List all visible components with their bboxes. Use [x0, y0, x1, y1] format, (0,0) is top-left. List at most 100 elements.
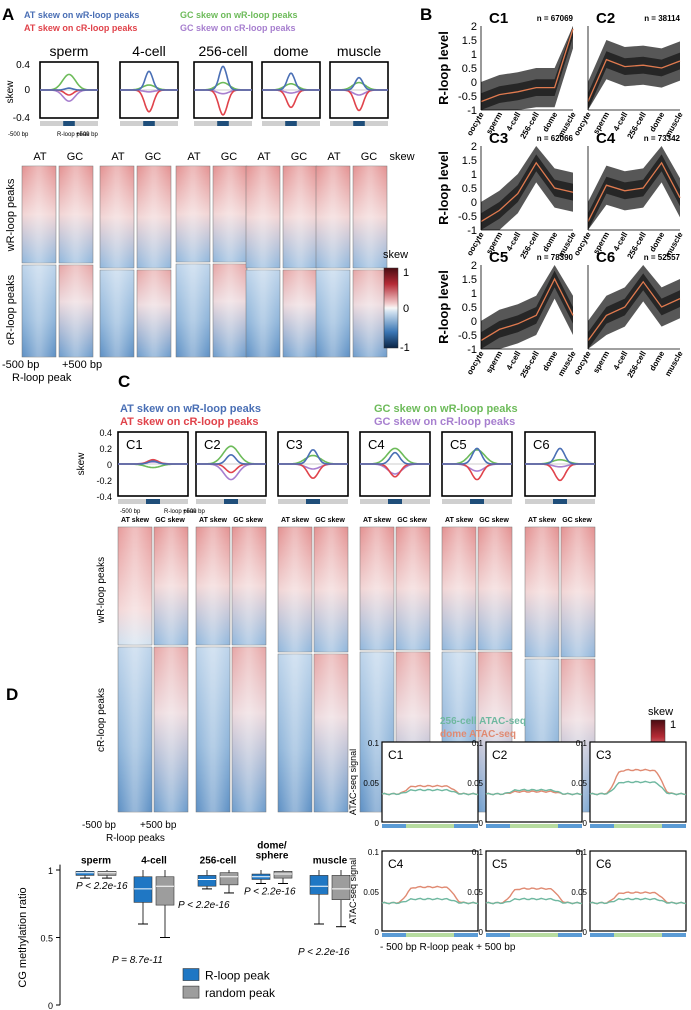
- row-label-w-c: wR-loop peaks: [96, 557, 107, 624]
- xtick-b-2-4: dome: [541, 230, 560, 253]
- heatmap-c-gc-w-1-center: [232, 527, 266, 645]
- stage-label-0: sperm: [50, 43, 89, 59]
- atac-line-256-C4: [381, 897, 479, 905]
- box-d-n-2: [219, 872, 239, 886]
- legend-gc-w: GC skew on wR-loop peaks: [180, 10, 298, 20]
- legend-d-r: R-loop peak: [205, 969, 271, 983]
- atac-bar-left-C6: [590, 933, 614, 937]
- ytick-b-2-6: -1: [467, 225, 477, 237]
- heatmap-a-at-w-0-center: [22, 166, 56, 263]
- heatmap-c-gc-c-1-center: [232, 647, 266, 812]
- heatmap-c-gc-w-0-center: [154, 527, 188, 645]
- pval-d-3: P < 2.2e-16: [244, 886, 296, 897]
- atac-bar-left-C1: [382, 824, 406, 828]
- heatmap-a-gc-c-3-center: [283, 270, 317, 357]
- cluster-median-C6: [587, 280, 681, 341]
- panel-c-title-C1: C1: [126, 437, 143, 452]
- cluster-title-C6: C6: [596, 249, 615, 266]
- atac-bar-left-C2: [486, 824, 510, 828]
- legend-at-w: AT skew on wR-loop peaks: [24, 10, 139, 20]
- xlabel-c-left: -500 bp: [82, 820, 116, 831]
- atac-bar-right-C1: [454, 824, 478, 828]
- ytick-b-4-6: -1: [467, 344, 477, 356]
- panel-c-profile-C4-peak-center: [388, 499, 402, 504]
- heatmap-c-gc-w-3-center: [396, 527, 430, 650]
- cluster-n-C5: n = 78390: [537, 253, 574, 262]
- panel-c-profile-C3-peak-center: [306, 499, 320, 504]
- legend-c-at-c: AT skew on cR-loop peaks: [120, 416, 259, 428]
- atac-xlabel: - 500 bp R-loop peak + 500 bp: [380, 942, 516, 953]
- heatmap-a-at-w-4-center: [316, 166, 350, 268]
- col-label-skew-a: skew: [389, 151, 414, 163]
- xtick-c-left: -500 bp: [120, 509, 141, 515]
- group-d-label-4-0: muscle: [313, 855, 348, 866]
- heatmap-c-at-w-2-center: [278, 527, 312, 652]
- atac-frame-C1: [381, 741, 479, 823]
- xlabel-a-left: -500 bp: [2, 359, 39, 371]
- ytick-b-0-5: -0.5: [458, 91, 477, 103]
- panel-a-profile-4-peak-center: [353, 121, 365, 126]
- ytick-d-1: 0.5: [40, 934, 53, 944]
- cluster-core-C5: [481, 270, 573, 349]
- cluster-core-C1: [481, 26, 573, 110]
- pval-d-2: P < 2.2e-16: [178, 900, 230, 911]
- col-c-gc-3: GC skew: [397, 517, 427, 524]
- panel-a-profile-0-peak-center: [63, 121, 75, 126]
- colorbar-a: [383, 267, 399, 349]
- heatmap-a-at-c-2-center: [176, 264, 210, 357]
- atac-title-C6: C6: [596, 857, 612, 871]
- heatmap-a-gc-w-2-center: [213, 166, 247, 262]
- cluster-n-C3: n = 62066: [537, 134, 574, 143]
- atac-title-C5: C5: [492, 857, 508, 871]
- ytick-b-0-3: 0.5: [462, 63, 477, 75]
- atac-plot-C1: C1 0.1 0.05 0 ATAC-seq signal: [348, 739, 479, 828]
- atac-plot-C3: C3 0.1 0.05 0: [571, 739, 687, 828]
- heatmap-a-gc-c-1-center: [137, 270, 171, 357]
- panel-c-profile-C6-peak-center: [553, 499, 567, 504]
- col-c-at-4: AT skew: [445, 517, 473, 524]
- cluster-band-C6: [588, 265, 680, 349]
- atac-frame-C5: [485, 850, 583, 932]
- panel-label-b: B: [420, 5, 432, 24]
- atac-frame-C2: [485, 741, 583, 823]
- atac-ytick-C2-2: 0: [479, 819, 484, 828]
- xtick-c-mid: R-loop peak: [164, 509, 197, 515]
- box-d-n-0: [97, 871, 117, 876]
- col-c-at-1: AT skew: [199, 517, 227, 524]
- atac-ytick-C2-1: 0.05: [467, 779, 483, 788]
- heatmap-c-at-w-3-center: [360, 527, 394, 650]
- cluster-title-C5: C5: [489, 249, 508, 266]
- panel-a-profile-2-peak-center: [217, 121, 229, 126]
- panel-c-profile-C5-peak-center: [470, 499, 484, 504]
- panel-c-profile-C2-curve-at-w: [196, 453, 266, 465]
- atac-bar-mid-C3: [614, 824, 662, 828]
- heatmap-a-at-c-3-center: [246, 270, 280, 357]
- ytick-b-2-4: 0: [471, 197, 477, 209]
- heatmap-a-gc-w-0-center: [59, 166, 93, 263]
- xtick-b-1-4: dome: [648, 110, 667, 133]
- xlabel-c-right: +500 bp: [140, 820, 177, 831]
- heatmap-a-at-c-4-center: [316, 270, 350, 357]
- cluster-title-C3: C3: [489, 130, 508, 147]
- legend-at-c: AT skew on cR-loop peaks: [24, 23, 137, 33]
- ytick-b-4-0: 2: [471, 260, 477, 272]
- ytick-b-0-6: -1: [467, 105, 477, 117]
- atac-bar-mid-C5: [510, 933, 558, 937]
- atac-plot-C2: C2 0.1 0.05 0: [467, 739, 583, 828]
- heatmap-a-at-c-0-center: [22, 265, 56, 357]
- legend-c-gc-w: GC skew on wR-loop peaks: [374, 403, 518, 415]
- ytick-b-0-2: 1: [471, 49, 477, 61]
- colorbar-c-title: skew: [648, 706, 673, 718]
- atac-ytick-C1-2: 0: [375, 819, 380, 828]
- ylabel-b-0: R-loop level: [436, 31, 451, 105]
- cluster-median-C5: [480, 277, 574, 342]
- col-c-gc-5: GC skew: [562, 517, 592, 524]
- panel-c-profile-C6-curve-at-w: [525, 447, 595, 465]
- atac-frame-C6: [589, 850, 687, 932]
- ytick-d-0: 1: [48, 866, 53, 876]
- ytick-c-0: 0.4: [99, 428, 112, 438]
- atac-ytick-C4-1: 0.05: [363, 888, 379, 897]
